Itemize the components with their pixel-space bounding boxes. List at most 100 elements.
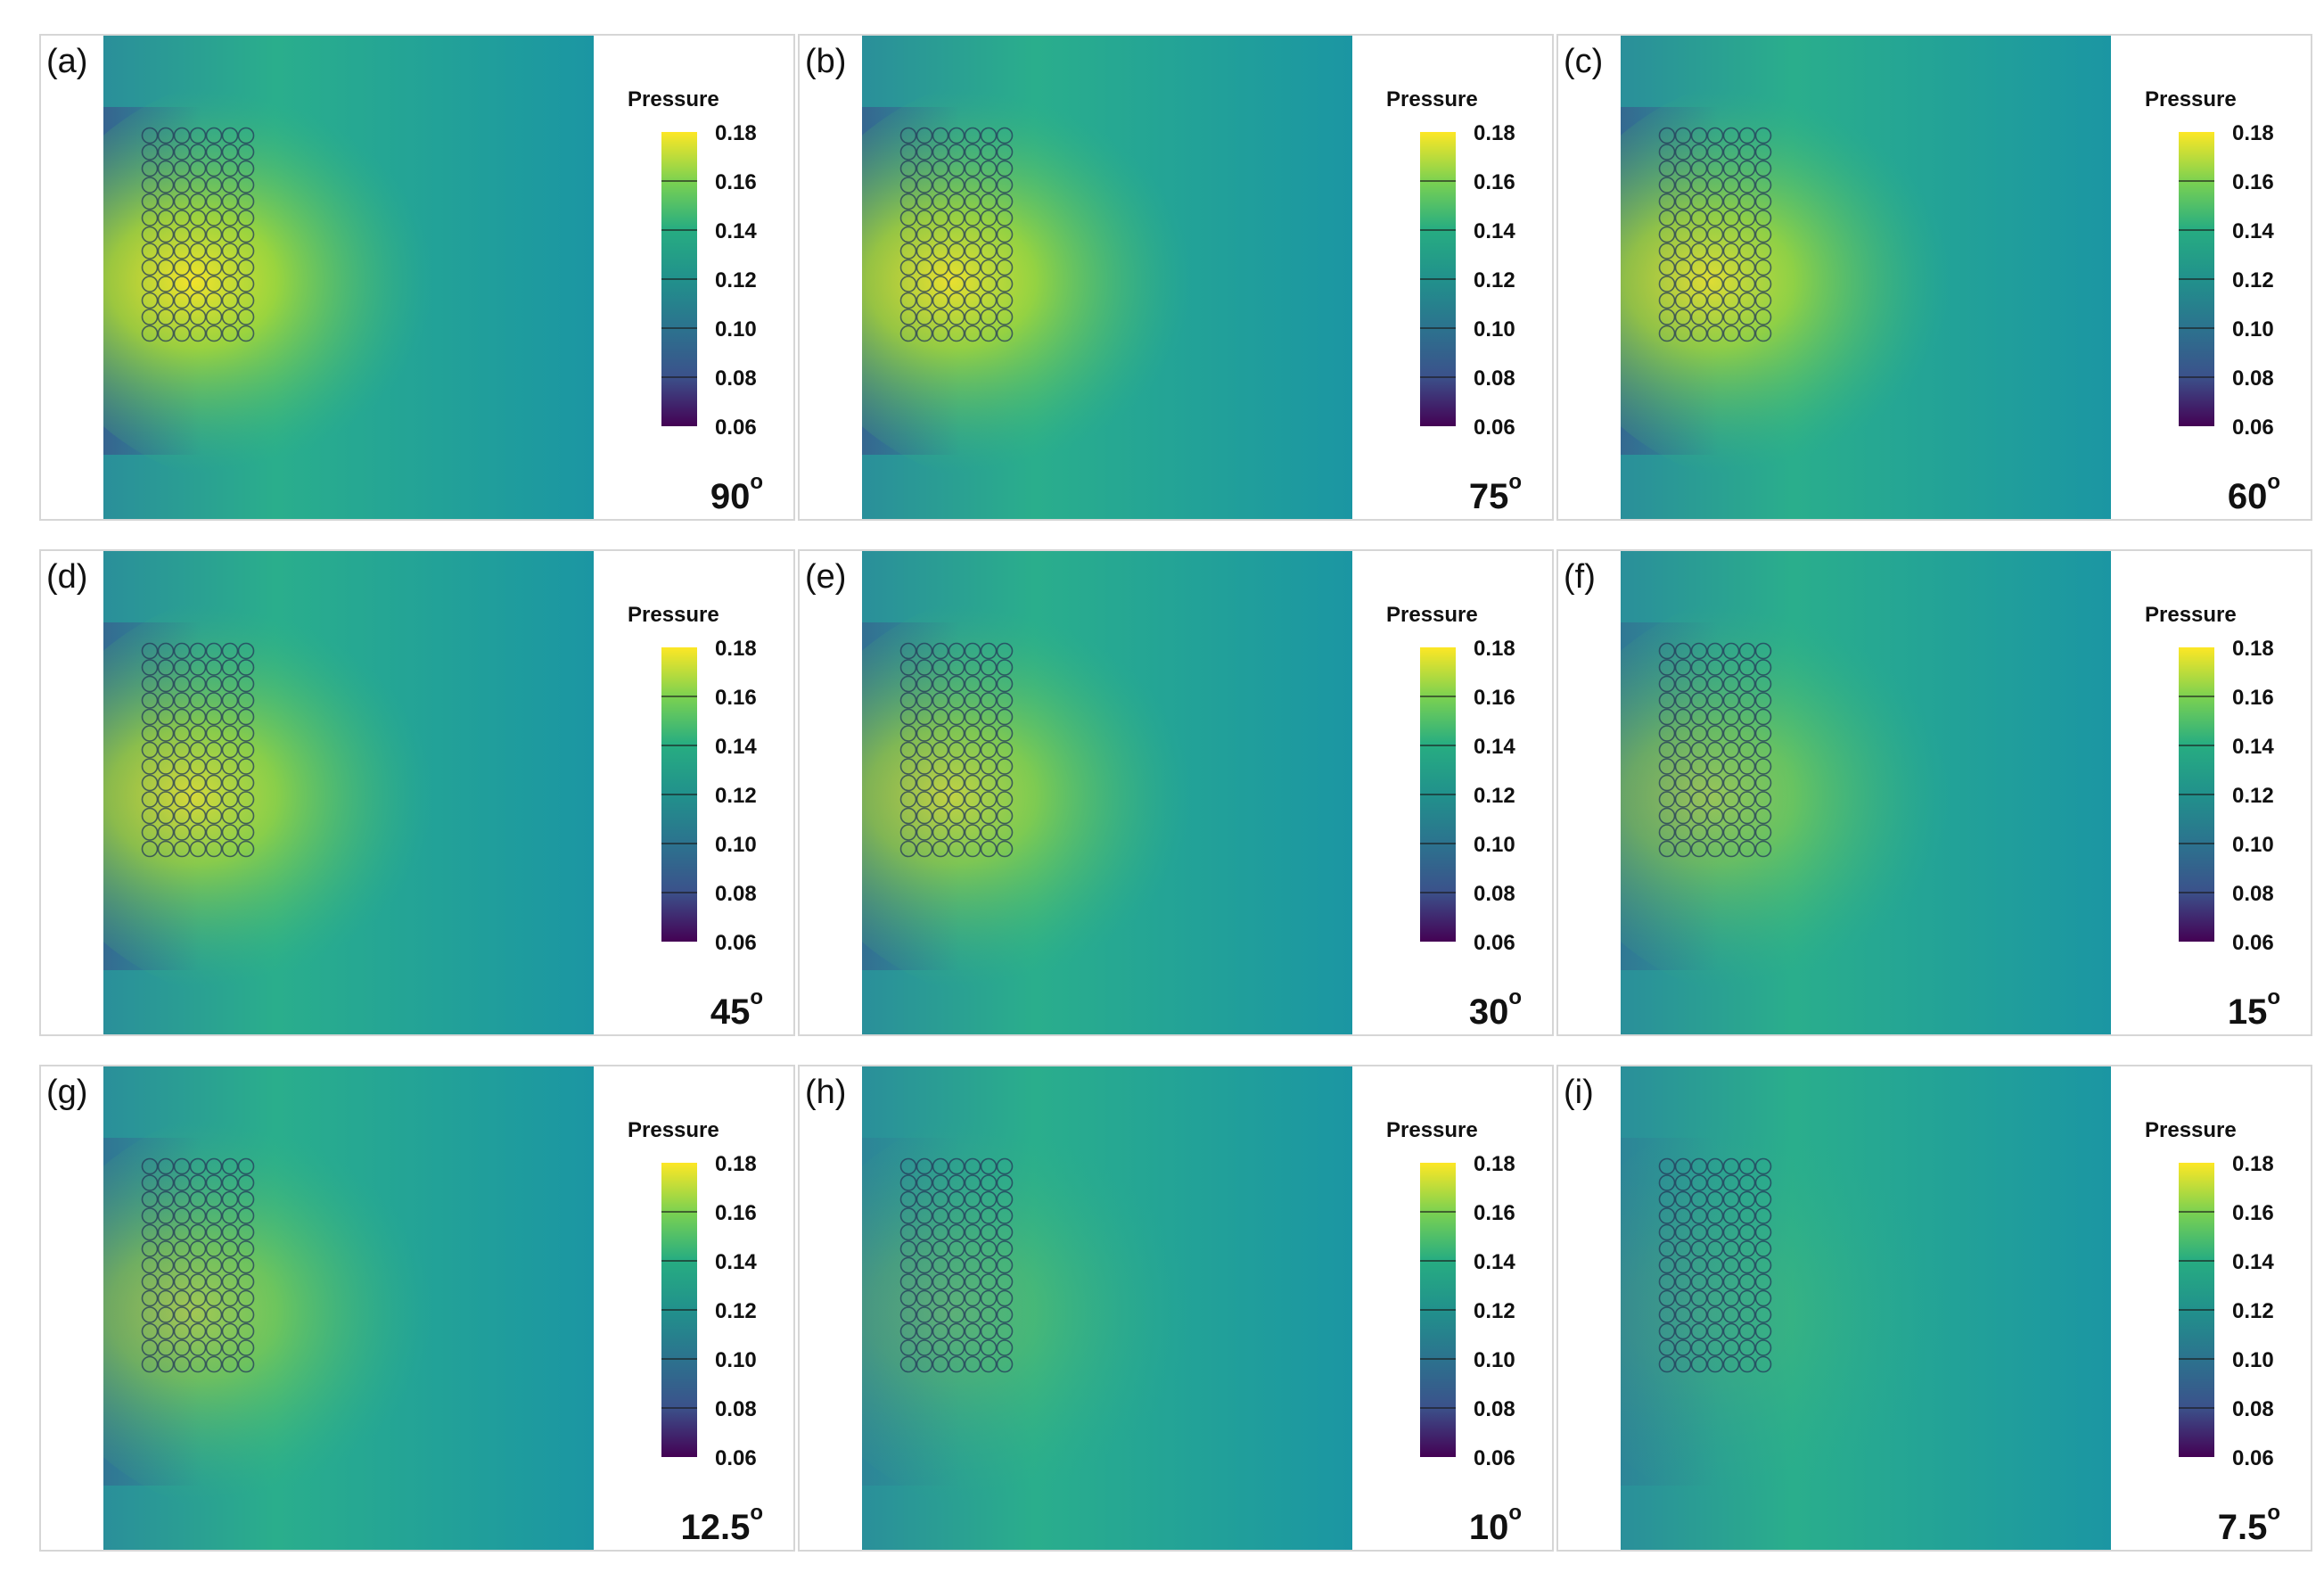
pressure-field-plot	[103, 1066, 594, 1550]
colorbar-tick: 0.10	[715, 317, 757, 342]
cylinder	[964, 1339, 981, 1356]
cylinder	[221, 758, 239, 775]
cylinder	[948, 1322, 965, 1340]
cylinder	[948, 1355, 965, 1373]
cylinder	[141, 1240, 159, 1257]
cylinder	[1658, 1157, 1676, 1175]
cylinder	[221, 276, 239, 292]
cylinder	[1722, 824, 1740, 841]
cylinder	[1754, 840, 1772, 858]
cylinder	[1674, 226, 1692, 243]
cylinder	[189, 160, 207, 177]
pressure-field-plot	[862, 551, 1352, 1034]
cylinder	[996, 708, 1014, 726]
cylinder	[1722, 243, 1740, 259]
cylinder	[173, 692, 191, 709]
cylinder	[1754, 1240, 1772, 1257]
cylinder	[964, 692, 981, 709]
cylinder	[1674, 840, 1692, 858]
cylinder	[1690, 1322, 1708, 1340]
cylinder	[141, 708, 159, 726]
cylinder	[237, 160, 255, 177]
cylinder	[980, 1322, 998, 1340]
colorbar-tick: 0.16	[715, 686, 757, 710]
cylinder	[205, 226, 223, 243]
cylinder	[1738, 1240, 1756, 1257]
cylinder	[932, 807, 949, 825]
cylinder	[1674, 193, 1692, 210]
colorbar-tick: 0.10	[1474, 317, 1515, 342]
colorbar-tick: 0.14	[715, 1250, 757, 1274]
cylinder	[964, 675, 981, 693]
cylinder	[899, 642, 917, 660]
colorbar-tick: 0.06	[1474, 931, 1515, 955]
cylinder	[1690, 292, 1708, 309]
cylinder	[173, 642, 191, 660]
cylinder	[1706, 127, 1724, 144]
cylinder	[1706, 1157, 1724, 1175]
cylinder	[932, 325, 949, 342]
cylinder	[916, 226, 933, 243]
cylinder	[1722, 1157, 1740, 1175]
cylinder	[996, 1306, 1014, 1323]
cylinder	[948, 1289, 965, 1307]
cylinder	[141, 675, 159, 693]
cylinder	[996, 1339, 1014, 1356]
pressure-field-plot	[1621, 551, 2111, 1034]
cylinder	[1674, 725, 1692, 742]
panel-a: (a) Pressure 0.18 0.16 0.14 0.12 0.10 0.…	[39, 34, 795, 521]
cylinder	[916, 725, 933, 742]
colorbar-tick: 0.06	[2232, 1446, 2274, 1470]
cylinder	[1706, 292, 1724, 309]
cylinder	[157, 160, 175, 177]
colorbar-tick: 0.06	[1474, 1446, 1515, 1470]
cylinder	[980, 1306, 998, 1323]
colorbar-tick: 0.18	[1474, 121, 1515, 145]
cylinder	[189, 1322, 207, 1340]
cylinder	[1722, 791, 1740, 808]
cylinder	[980, 1157, 998, 1175]
colorbar-tick: 0.14	[1474, 1250, 1515, 1274]
cylinder	[173, 758, 191, 775]
cylinder	[237, 1157, 255, 1175]
cylinder	[916, 659, 933, 676]
cylinder	[1690, 1223, 1708, 1241]
colorbar-tick: 0.06	[715, 1446, 757, 1470]
cylinder	[1674, 1322, 1692, 1340]
cylinder	[205, 642, 223, 660]
cylinder	[157, 1355, 175, 1373]
cylinder	[948, 807, 965, 825]
cylinder	[1690, 675, 1708, 693]
cylinder	[1738, 791, 1756, 808]
cylinder	[189, 226, 207, 243]
cylinder	[205, 675, 223, 693]
colorbar	[1420, 132, 1456, 426]
cylinder	[932, 1256, 949, 1274]
cylinder	[221, 1322, 239, 1340]
cylinder	[996, 1223, 1014, 1241]
cylinder	[157, 642, 175, 660]
colorbar-tick: 0.08	[2232, 1397, 2274, 1421]
cylinder	[1690, 1174, 1708, 1191]
cylinder	[964, 1223, 981, 1241]
cylinder	[1706, 193, 1724, 210]
cylinder	[237, 292, 255, 309]
cylinder	[916, 1223, 933, 1241]
cylinder	[996, 659, 1014, 676]
cylinder	[980, 642, 998, 660]
cylinder	[157, 692, 175, 709]
cylinder	[173, 774, 191, 792]
cylinder	[964, 741, 981, 759]
cylinder	[916, 292, 933, 309]
cylinder	[899, 1306, 917, 1323]
cylinder	[964, 259, 981, 276]
cylinder	[996, 741, 1014, 759]
cylinder	[964, 177, 981, 193]
cylinder	[221, 675, 239, 693]
cylinder	[899, 1240, 917, 1257]
cylinder	[1738, 1306, 1756, 1323]
cylinder	[1658, 144, 1676, 161]
cylinder	[237, 276, 255, 292]
colorbar-tick: 0.16	[2232, 170, 2274, 194]
cylinder	[1738, 144, 1756, 161]
